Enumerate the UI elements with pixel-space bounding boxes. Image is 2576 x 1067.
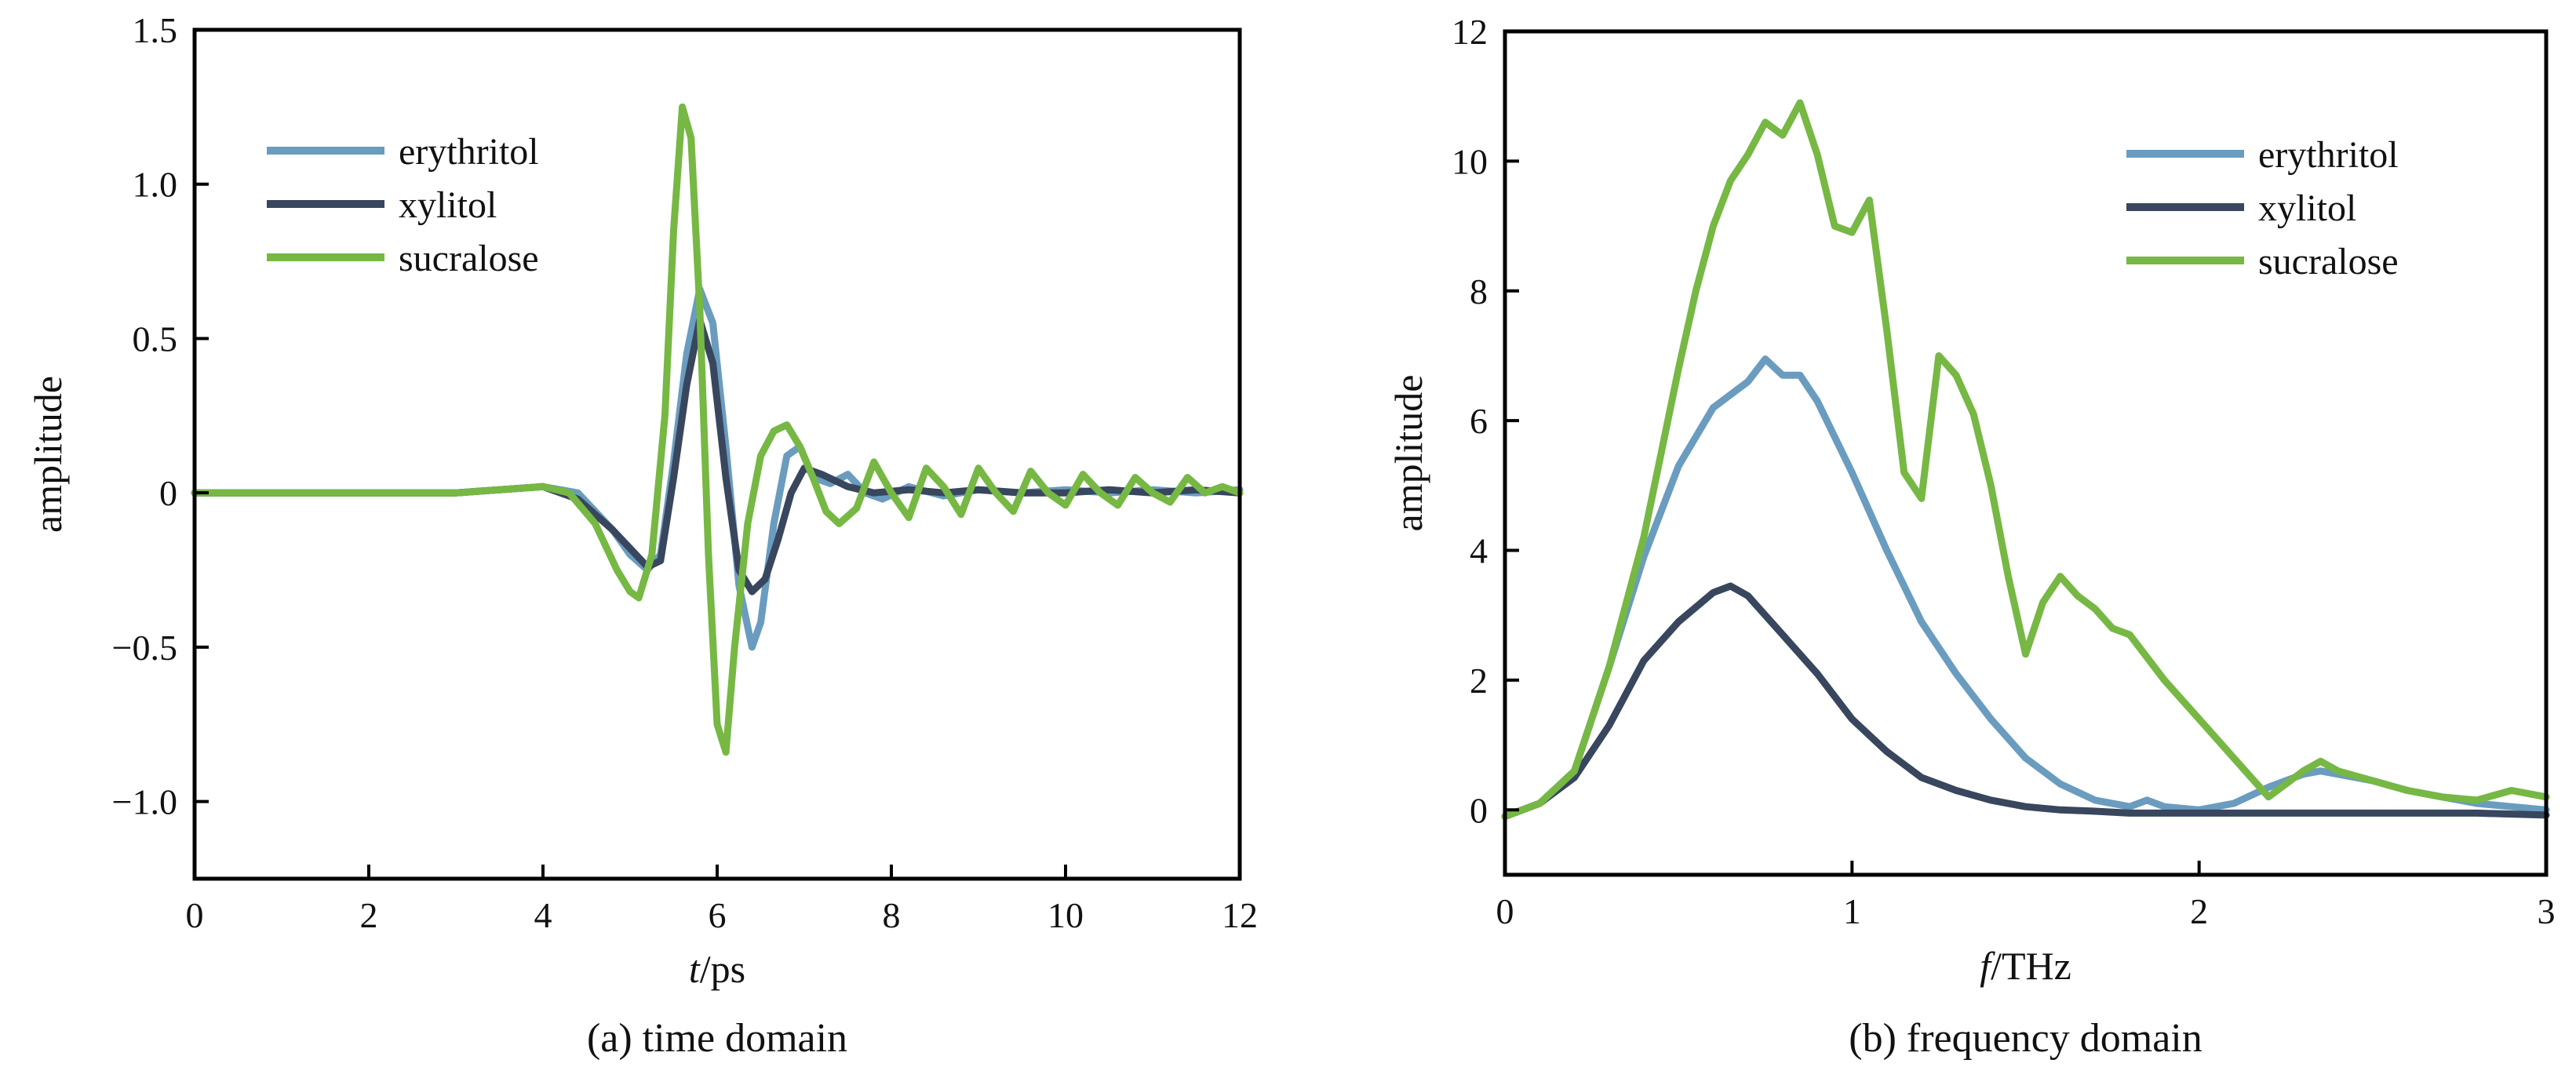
axis-ticks: 0 2 4 6 8 10 12 −1.0 −0.5 0 0.5 1.0 1.5: [112, 10, 1258, 935]
y-tick-label: 1.5: [133, 10, 178, 50]
y-axis-label: amplitude: [26, 376, 70, 533]
x-tick-label: 1: [1843, 891, 1861, 931]
series-line-erythritol: [191, 286, 1244, 651]
x-axis-unit: /THz: [1991, 944, 2071, 988]
x-tick-label: 0: [1496, 891, 1514, 931]
y-tick-label: 1.0: [133, 165, 178, 205]
legend: erythritol xylitol sucralose: [2126, 134, 2399, 282]
x-tick-label: 6: [709, 895, 727, 935]
x-axis-label: t/ps: [689, 947, 745, 991]
plot-frame: [1503, 29, 2549, 877]
series-line-xylitol: [1501, 582, 2550, 821]
x-axis-unit: /ps: [700, 947, 745, 991]
y-tick-label: −1.0: [112, 782, 177, 822]
x-tick-label: 12: [1222, 895, 1258, 935]
chart-caption: (a) time domain: [587, 1016, 847, 1061]
y-tick-label: 0.5: [133, 319, 178, 359]
y-tick-label: −0.5: [112, 628, 177, 668]
legend-label-xylitol: xylitol: [2258, 188, 2356, 229]
y-axis-label: amplitude: [1386, 375, 1430, 532]
chart-caption: (b) frequency domain: [1849, 1016, 2202, 1061]
x-tick-label: 8: [883, 895, 901, 935]
legend-label-erythritol: erythritol: [399, 131, 539, 173]
chart-time-domain: 0 2 4 6 8 10 12 −1.0 −0.5 0 0.5 1.0 1.5 erythritol xy…: [26, 10, 1258, 1061]
series-line-sucralose: [191, 103, 1244, 756]
y-tick-label: 6: [1470, 401, 1488, 441]
y-tick-label: 2: [1470, 661, 1488, 701]
x-axis-symbol: t: [689, 947, 701, 991]
series-layer: [191, 103, 1244, 756]
plot-frame: [192, 27, 1242, 881]
y-tick-label: 4: [1470, 531, 1488, 571]
x-tick-label: 2: [360, 895, 378, 935]
y-tick-label: 0: [159, 473, 177, 513]
legend-label-xylitol: xylitol: [399, 184, 497, 226]
series-line-sucralose: [1501, 99, 2550, 821]
legend-label-sucralose: sucralose: [399, 238, 539, 279]
y-tick-label: 0: [1470, 790, 1488, 830]
y-tick-label: 12: [1452, 12, 1488, 52]
legend: erythritol xylitol sucralose: [267, 131, 539, 279]
y-tick-label: 8: [1470, 271, 1488, 311]
x-axis-label: f/THz: [1980, 944, 2071, 988]
x-tick-label: 10: [1048, 895, 1084, 935]
x-tick-label: 4: [534, 895, 552, 935]
legend-label-sucralose: sucralose: [2258, 241, 2399, 282]
legend-label-erythritol: erythritol: [2258, 134, 2399, 176]
x-tick-label: 2: [2190, 891, 2208, 931]
x-tick-label: 3: [2538, 891, 2556, 931]
x-tick-label: 0: [186, 895, 204, 935]
series-line-erythritol: [1501, 355, 2550, 821]
series-layer: [1501, 99, 2550, 821]
y-tick-label: 10: [1452, 141, 1488, 181]
